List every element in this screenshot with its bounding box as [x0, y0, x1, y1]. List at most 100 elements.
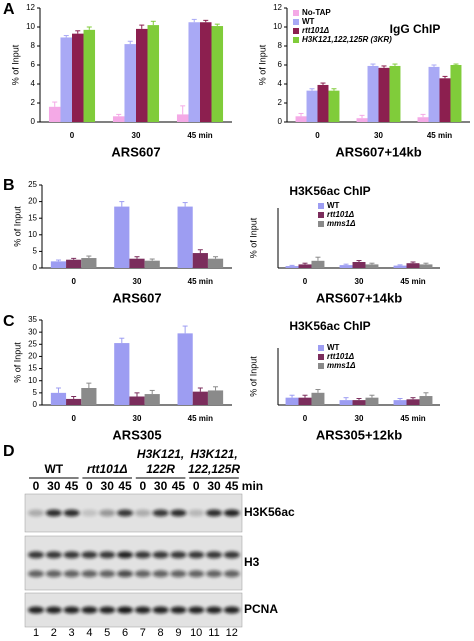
x-tick-label: 0: [71, 414, 76, 423]
bar: [211, 26, 224, 122]
legend-swatch: [318, 203, 324, 209]
blot-band: [170, 551, 187, 559]
y-tick-label: 15: [28, 364, 37, 373]
bar: [192, 391, 208, 405]
group-label: WT: [44, 462, 63, 476]
blot-band: [188, 551, 205, 559]
bar: [298, 397, 312, 405]
bar: [393, 400, 407, 405]
bar: [114, 206, 130, 268]
x-axis-label: ARS305+12kb: [316, 427, 402, 442]
y-tick-label: 5: [33, 388, 38, 397]
blot-strip: [24, 535, 243, 591]
bar: [285, 266, 299, 268]
legend-swatch: [293, 37, 299, 43]
legend-label: mms1Δ: [327, 361, 356, 370]
y-tick-label: 10: [273, 22, 282, 31]
bar: [129, 396, 145, 405]
bar: [295, 116, 307, 122]
x-tick-label: 30: [132, 131, 141, 140]
lane-number: 3: [69, 627, 75, 639]
y-tick-label: 6: [31, 60, 36, 69]
blot-band: [81, 570, 98, 578]
row-label: H3: [244, 555, 260, 569]
bar: [389, 65, 401, 122]
y-tick-label: 25: [28, 180, 37, 189]
time-label: 30: [101, 479, 115, 493]
bar: [114, 343, 130, 405]
bar: [177, 206, 193, 268]
bar: [176, 114, 189, 122]
blot-band: [117, 606, 133, 614]
blot-band: [152, 570, 169, 578]
bar: [419, 396, 433, 405]
legend-label: rtt101Δ: [302, 26, 330, 35]
y-tick-label: 5: [33, 247, 38, 256]
blot-band: [63, 551, 80, 559]
bar: [207, 390, 224, 405]
legend-label: WT: [327, 343, 340, 352]
bar: [367, 65, 379, 122]
blot-band: [81, 606, 98, 614]
blot-band: [152, 551, 169, 559]
y-tick-label: 35: [28, 315, 37, 324]
y-tick-label: 10: [28, 376, 37, 385]
bar: [352, 400, 366, 405]
x-tick-label: 30: [355, 277, 364, 286]
y-tick-label: 10: [26, 22, 35, 31]
bar: [129, 258, 145, 268]
legend-label: H3K121,122,125R (3KR): [302, 35, 392, 44]
y-tick-label: 20: [28, 197, 37, 206]
bar: [378, 67, 390, 122]
bar: [365, 397, 379, 405]
row-label: H3K56ac: [244, 505, 295, 519]
x-tick-label: 45 min: [188, 414, 213, 423]
blot-band: [117, 570, 133, 578]
blot-band: [206, 551, 222, 559]
blot-band: [170, 606, 187, 614]
bar: [365, 264, 379, 268]
bar: [177, 333, 193, 405]
bar: [112, 116, 125, 122]
bar: [406, 399, 420, 405]
bar: [450, 65, 462, 122]
group-label: rtt101Δ: [87, 462, 128, 476]
blot-band: [188, 606, 205, 614]
y-tick-label: 2: [31, 98, 36, 107]
panel-letter: C: [3, 313, 15, 330]
bar: [147, 25, 160, 123]
bar: [428, 66, 440, 122]
lane-number: 10: [190, 627, 202, 639]
y-tick-label: 12: [26, 3, 35, 12]
blot-band: [134, 606, 151, 614]
bar: [83, 29, 96, 123]
lane-number: 1: [33, 627, 39, 639]
y-tick-label: 20: [28, 352, 37, 361]
y-tick-label: 0: [278, 117, 283, 126]
blot-band: [28, 509, 44, 517]
time-unit: min: [242, 479, 263, 493]
blot-band: [28, 606, 44, 614]
y-tick-label: 0: [31, 117, 36, 126]
x-axis-label: ARS607: [111, 144, 160, 159]
bar: [50, 261, 67, 268]
bar: [417, 117, 429, 122]
legend-label: mms1Δ: [327, 219, 356, 228]
blot-band: [152, 509, 169, 517]
blot-band: [206, 570, 222, 578]
legend-swatch: [318, 345, 324, 351]
bar: [81, 258, 97, 268]
blot-band: [63, 509, 80, 517]
group-label: 122,125R: [188, 462, 240, 476]
y-tick-label: 2: [278, 98, 283, 107]
bar: [352, 262, 366, 268]
blot-band: [223, 606, 240, 614]
bar: [317, 84, 329, 122]
x-tick-label: 30: [133, 277, 142, 286]
time-label: 0: [139, 479, 146, 493]
time-label: 0: [193, 479, 200, 493]
blot-band: [28, 570, 44, 578]
bar: [144, 394, 160, 405]
bar: [311, 392, 325, 405]
